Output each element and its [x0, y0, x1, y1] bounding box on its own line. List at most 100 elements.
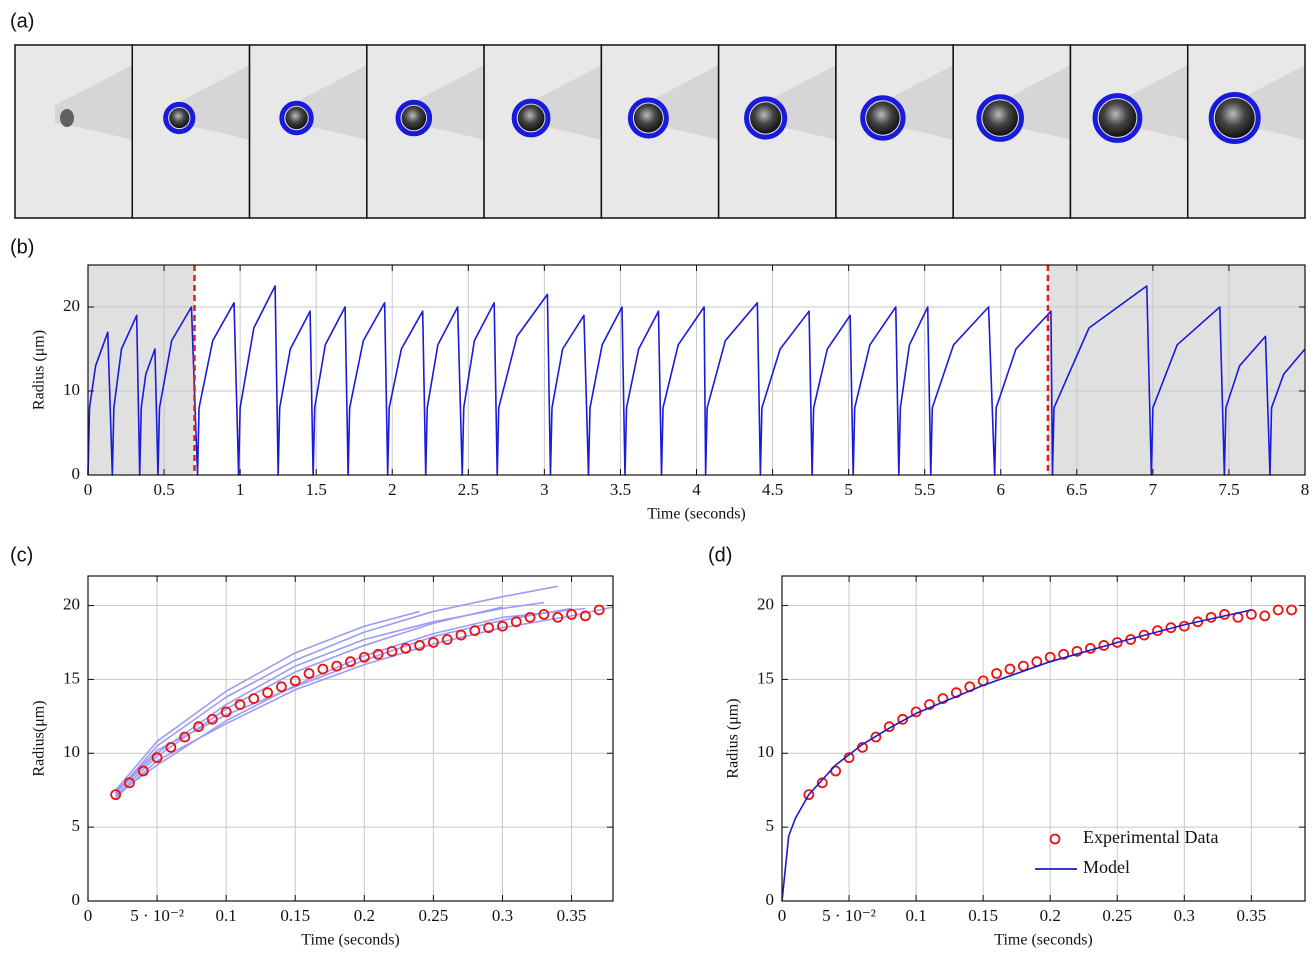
panel-label: (d) [708, 544, 732, 566]
x-tick-label: 0.3 [1174, 906, 1195, 925]
bubble-ring [1092, 93, 1143, 143]
y-tick-label: 15 [757, 668, 774, 687]
y-tick-label: 10 [63, 380, 80, 399]
x-tick-label: 0.25 [419, 906, 449, 925]
x-tick-label: 6.5 [1066, 480, 1087, 499]
data-point [358, 651, 370, 663]
x-axis-label: Time (seconds) [301, 932, 400, 949]
y-tick-label: 0 [72, 464, 81, 483]
data-point [538, 609, 550, 620]
data-line [115, 607, 572, 793]
x-tick-label: 0.15 [280, 906, 310, 925]
data-line [115, 585, 558, 794]
y-tick-label: 10 [63, 742, 80, 761]
data-line [115, 610, 420, 791]
x-tick-label: 4 [692, 480, 701, 499]
bubble-ring [744, 96, 788, 140]
data-point [497, 620, 508, 632]
shaded-region [1047, 265, 1305, 475]
data-point [1245, 609, 1257, 620]
x-axis-label: Time (seconds) [994, 932, 1093, 949]
data-point [455, 629, 467, 641]
panel-label: (c) [10, 544, 33, 566]
y-axis-label: Radius (μm) [31, 330, 48, 410]
bubble [517, 104, 545, 132]
plot-frame [781, 575, 1306, 902]
x-tick-label: 5.5 [914, 480, 935, 499]
data-point [1071, 645, 1083, 657]
plot-frame [87, 575, 614, 902]
legend-label: Model [1083, 857, 1130, 877]
data-point [331, 660, 343, 672]
data-point [317, 663, 329, 675]
bubble-ring [163, 101, 196, 135]
data-point [303, 668, 315, 679]
data-point [483, 622, 495, 634]
data-point [816, 777, 828, 789]
x-tick-label: 2.5 [458, 480, 479, 499]
x-tick-label: 0.2 [1040, 906, 1061, 925]
bubble-ring [279, 100, 314, 136]
x-tick-label: 7 [1149, 480, 1158, 499]
data-point [552, 611, 564, 623]
y-tick-label: 15 [63, 668, 80, 687]
bubble-ring [395, 99, 433, 137]
bubble-ring [1208, 92, 1261, 144]
data-line [115, 606, 614, 799]
data-point [165, 741, 177, 753]
data-point [345, 656, 356, 668]
y-axis-label: Radius(μm) [31, 700, 48, 776]
x-tick-label: 1 [236, 480, 245, 499]
frame-streak [55, 65, 133, 140]
bubble [982, 100, 1018, 136]
data-point [151, 752, 163, 764]
frame-spot [60, 109, 74, 127]
x-tick-label: 0.1 [905, 906, 926, 925]
data-point [566, 609, 577, 620]
data-point [179, 731, 191, 743]
data-point [1004, 663, 1016, 675]
data-point [510, 616, 522, 628]
x-tick-label: 0.5 [153, 480, 174, 499]
x-tick-label: 1.5 [306, 480, 327, 499]
x-tick-label: 0.25 [1102, 906, 1132, 925]
data-point [248, 693, 260, 705]
x-tick-label: 5 · 10⁻² [822, 906, 876, 925]
x-tick-label: 2 [388, 480, 397, 499]
bubble [1098, 99, 1137, 137]
frame-streak [406, 65, 485, 140]
panel-label: (b) [10, 236, 34, 258]
data-point [1286, 604, 1297, 616]
data-point [1138, 629, 1150, 641]
x-tick-label: 0 [84, 480, 93, 499]
data-line [115, 601, 545, 794]
data-line [115, 607, 586, 796]
data-point [1272, 604, 1284, 616]
x-axis-label: Time (seconds) [647, 506, 746, 523]
data-point [289, 675, 301, 687]
bubble [285, 106, 308, 130]
data-line [87, 285, 1306, 476]
image-strip [14, 44, 1306, 219]
bubble-ring [860, 95, 906, 141]
data-point [1111, 637, 1123, 648]
data-point [579, 610, 591, 622]
data-point [234, 699, 246, 710]
data-point [593, 604, 605, 616]
data-point [1192, 616, 1204, 628]
data-point [937, 693, 949, 705]
data-point [110, 789, 122, 801]
data-point [372, 648, 384, 660]
data-point [803, 789, 815, 801]
bubble [633, 103, 663, 133]
shaded-region [88, 265, 195, 475]
plot-frame [87, 264, 1306, 476]
data-point [524, 611, 536, 623]
data-point [276, 681, 287, 693]
data-point [897, 713, 909, 725]
legend-marker [1049, 833, 1061, 845]
x-tick-label: 0.15 [968, 906, 998, 925]
x-tick-label: 0.3 [492, 906, 513, 925]
x-tick-label: 8 [1301, 480, 1310, 499]
